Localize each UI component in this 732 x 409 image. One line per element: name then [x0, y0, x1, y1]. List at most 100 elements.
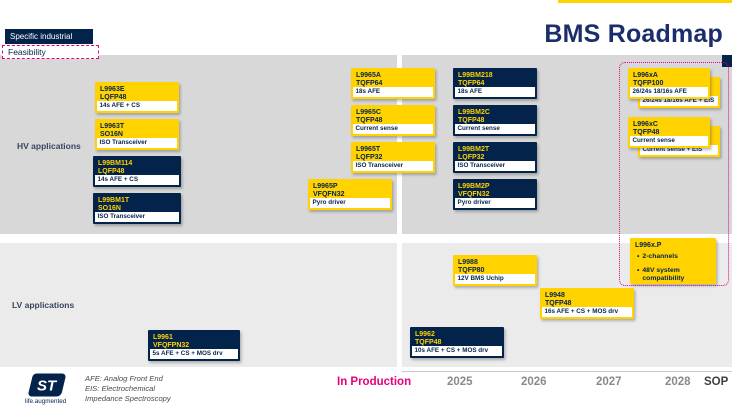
card-feature: ISO Transceiver	[353, 161, 433, 171]
column-separator	[397, 55, 402, 367]
card-front: L9965P VFQFN32 Pyro driver	[308, 179, 392, 210]
card-feature: 10s AFE + CS + MOS drv	[412, 346, 502, 356]
card-part-number: L99BM2P	[458, 182, 490, 190]
card-feature: ISO Transceiver	[455, 161, 535, 171]
legend-line-eis: EIS: Electrochemical	[85, 384, 156, 394]
card-feature: ISO Transceiver	[95, 212, 179, 222]
card-part-number: L996xA	[633, 71, 658, 79]
card-front: L9965A TQFP64 18s AFE	[351, 68, 435, 99]
product-card-L996xC: Current sense + EIS L996xC TQFP48 Current s…	[628, 117, 720, 157]
card-feature: ISO Transceiver	[97, 138, 177, 148]
lv-applications-label: LV applications	[12, 300, 75, 310]
card-feature: Current sense	[455, 124, 535, 134]
timeline-in-production: In Production	[337, 376, 412, 388]
card-front: L9962 TQFP48 10s AFE + CS + MOS drv	[410, 327, 504, 358]
card-front: L99BM1T SO16N ISO Transceiver	[93, 193, 181, 224]
product-card-L9965C: L9965C TQFP48 Current sense	[351, 105, 435, 136]
card-part-number: L99BM218	[458, 71, 493, 79]
card-package: LQFP48	[98, 168, 125, 176]
card-part-number: L9965P	[313, 182, 338, 190]
card-front: L9965C TQFP48 Current sense	[351, 105, 435, 136]
card-bullet: • 48V system compatibility	[630, 267, 716, 284]
card-part-number: L9963T	[100, 122, 125, 130]
card-front: L9961 VFQFPN32 5s AFE + CS + MOS drv	[148, 330, 240, 361]
card-feature: Current sense	[630, 136, 708, 146]
card-package: TQFP48	[458, 117, 485, 125]
card-feature: Current sense	[353, 124, 433, 134]
card-feature: Pyro driver	[455, 198, 535, 208]
timeline-year-2026: 2026	[521, 376, 547, 388]
card-part-number: L9961	[153, 333, 173, 341]
card-front: L99BM2T LQFP32 ISO Transceiver	[453, 142, 537, 173]
card-package: TQFP64	[458, 80, 485, 88]
card-part-number: L99BM1T	[98, 196, 130, 204]
card-part-number: L99BM2T	[458, 145, 490, 153]
card-part-number: L9965A	[356, 71, 381, 79]
card-feature: 5s AFE + CS + MOS drv	[150, 349, 238, 359]
product-card-L9965T: L9965T LQFP32 ISO Transceiver	[351, 142, 435, 173]
card-package: TQFP100	[633, 80, 664, 88]
st-tagline: life.augmented	[25, 398, 67, 405]
card-part-number: L9963E	[100, 85, 125, 93]
card-front: L9965T LQFP32 ISO Transceiver	[351, 142, 435, 173]
svg-text:ST: ST	[37, 378, 58, 395]
product-card-L996x.P: L996x.P • 2-channels • 48V system compatibil…	[630, 238, 716, 284]
card-package: VFQFN32	[458, 191, 490, 199]
card-front: L9963E LQFP48 14s AFE + CS	[95, 82, 179, 113]
card-package: TQFP48	[633, 129, 660, 137]
st-logo: ST	[28, 373, 66, 402]
legend-line-eis2: Impedance Spectroscopy	[85, 394, 171, 404]
page-title: BMS Roadmap	[544, 20, 723, 48]
card-part-number: L99BM2C	[458, 108, 490, 116]
card-part-number: L9965C	[356, 108, 381, 116]
product-card-L9948: L9948 TQFP48 16s AFE + CS + MOS drv	[540, 288, 634, 319]
card-front: L9948 TQFP48 16s AFE + CS + MOS drv	[540, 288, 634, 319]
card-part-number: L9965T	[356, 145, 381, 153]
specific-industrial-tag: Specific industrial	[5, 29, 93, 44]
card-feature: 18s AFE	[353, 87, 433, 97]
card-part-number: L996x.P	[635, 241, 662, 249]
timeline-year-2025: 2025	[447, 376, 473, 388]
card-bullet: • 2-channels	[630, 253, 716, 261]
timeline-axis-line	[402, 371, 732, 372]
product-card-L9962: L9962 TQFP48 10s AFE + CS + MOS drv	[410, 327, 504, 358]
card-feature-eis: Current sense + EIS	[640, 145, 718, 155]
product-card-L99BM2P: L99BM2P VFQFN32 Pyro driver	[453, 179, 537, 210]
timeline-year-2028: 2028	[665, 376, 691, 388]
product-card-L99BM114: L99BM114 LQFP48 14s AFE + CS	[93, 156, 181, 187]
card-front: L99BM2C TQFP48 Current sense	[453, 105, 537, 136]
card-feature: 12V BMS Uchip	[455, 274, 535, 284]
timeline-sop: SOP	[704, 376, 729, 388]
abbreviation-legend: AFE: Analog Front End EIS: Electrochemic…	[85, 374, 171, 404]
card-part-number: L9988	[458, 258, 478, 266]
legend-line-afe: AFE: Analog Front End	[85, 374, 163, 383]
card-package: TQFP64	[356, 80, 383, 88]
card-feature: 14s AFE + CS	[95, 175, 179, 185]
card-package: VFQFN32	[313, 191, 345, 199]
card-package: TQFP48	[545, 300, 572, 308]
bullet-text: 2-channels	[642, 253, 678, 261]
card-front: L99BM2P VFQFN32 Pyro driver	[453, 179, 537, 210]
card-front: L99BM114 LQFP48 14s AFE + CS	[93, 156, 181, 187]
bullet-dot: •	[637, 266, 640, 274]
card-package: VFQFPN32	[153, 342, 190, 350]
card-part-number: L9948	[545, 291, 565, 299]
card-package: SO16N	[100, 131, 123, 139]
card-front: L9988 TQFP80 12V BMS Uchip	[453, 255, 537, 286]
product-card-L9963E: L9963E LQFP48 14s AFE + CS	[95, 82, 179, 113]
product-card-L9965P: L9965P VFQFN32 Pyro driver	[308, 179, 392, 210]
card-part-number: L996xC	[633, 120, 658, 128]
product-card-L996xA: 26/24s 18/16s AFE + EIS L996xA TQFP100 26/2…	[628, 68, 720, 108]
card-package: LQFP32	[356, 154, 383, 162]
card-package: TQFP48	[415, 339, 442, 347]
card-front: L996xA TQFP100 26/24s 18/16s AFE	[628, 68, 710, 99]
card-package: TQFP48	[356, 117, 383, 125]
bullet-text: 48V system compatibility	[642, 266, 685, 283]
product-card-L9988: L9988 TQFP80 12V BMS Uchip	[453, 255, 537, 286]
product-card-L9963T: L9963T SO16N ISO Transceiver	[95, 119, 179, 150]
card-feature: 18s AFE	[455, 87, 535, 97]
card-feature: Pyro driver	[310, 198, 390, 208]
card-feature: 16s AFE + CS + MOS drv	[542, 307, 632, 317]
hv-applications-label: HV applications	[17, 141, 81, 151]
